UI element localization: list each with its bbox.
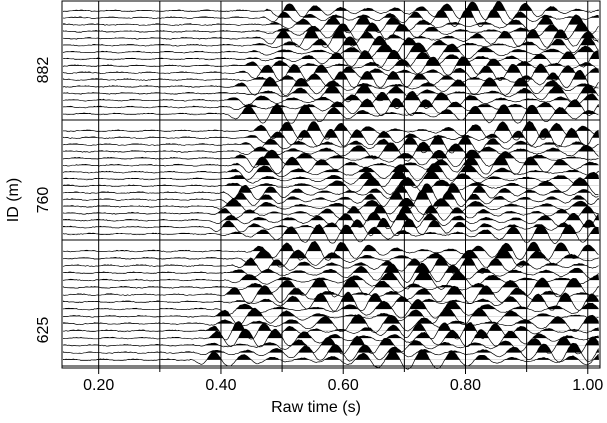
wiggle <box>62 49 599 69</box>
wiggle-fill <box>63 211 599 221</box>
wiggle <box>62 342 599 363</box>
wiggle <box>62 28 599 48</box>
wiggle <box>62 169 599 189</box>
wiggle-fill <box>63 299 599 310</box>
plot-frame <box>61 0 601 369</box>
wiggle <box>62 103 599 124</box>
wiggle <box>62 240 599 261</box>
wiggle <box>62 189 599 210</box>
wiggle <box>62 98 599 117</box>
x-tick-label: 0.40 <box>205 377 236 394</box>
wiggle <box>62 162 599 182</box>
x-axis-label: Raw time (s) <box>271 399 361 416</box>
wiggle <box>62 84 599 103</box>
wiggle-fill <box>63 263 599 273</box>
x-tick-label: 0.80 <box>450 377 481 394</box>
wiggle <box>62 285 599 305</box>
wiggle <box>62 135 599 154</box>
wiggle <box>62 197 599 215</box>
wiggle-fill <box>63 84 599 94</box>
wiggle-fill <box>63 307 599 317</box>
y-category-label: 882 <box>35 57 52 84</box>
wiggle <box>62 335 599 355</box>
wiggle-fill <box>63 204 599 214</box>
wiggle <box>62 299 599 319</box>
y-axis-label: ID (m) <box>5 178 22 222</box>
wiggle <box>62 183 599 203</box>
wiggle <box>62 22 599 42</box>
wiggle-fill <box>63 128 599 138</box>
wiggle <box>62 350 599 370</box>
x-tick-label: 0.20 <box>83 377 114 394</box>
wiggle <box>62 328 599 348</box>
y-category-label: 625 <box>35 317 52 344</box>
wiggle <box>63 14 599 35</box>
wiggle-fill <box>63 98 599 108</box>
wiggle-fill <box>63 336 599 346</box>
wiggle <box>62 42 599 62</box>
wiggle-fill <box>63 218 599 228</box>
y-category-label: 760 <box>35 187 52 214</box>
wiggle <box>62 291 599 312</box>
wiggle <box>62 76 599 97</box>
wiggle-fill <box>63 350 599 360</box>
wiggle-fill <box>63 64 599 73</box>
wiggle-fill <box>63 224 599 234</box>
x-tick-label: 1.00 <box>572 377 603 394</box>
wiggle <box>62 307 599 326</box>
wiggle-fill <box>63 1 599 11</box>
wiggle-fill <box>63 190 599 200</box>
wiggle-fill <box>63 249 599 259</box>
wiggle <box>62 223 599 245</box>
wiggle <box>62 127 599 148</box>
wiggle <box>62 141 599 162</box>
wiggle <box>62 262 599 283</box>
wiggle <box>62 248 599 268</box>
wiggle-fill <box>63 22 599 32</box>
wiggle-fill <box>63 285 599 295</box>
wiggle-fill <box>63 277 599 288</box>
wiggle <box>62 177 599 196</box>
wiggle <box>62 204 599 223</box>
wiggle <box>62 149 599 168</box>
wiggle-fill <box>63 14 599 25</box>
wiggle <box>62 1 599 21</box>
wiggle-traces <box>62 1 600 370</box>
wiggle <box>62 155 599 175</box>
wiggle-fill <box>63 43 599 53</box>
wiggle-fill <box>63 104 599 114</box>
wiggle <box>62 90 599 110</box>
wiggle <box>63 217 599 237</box>
x-tick-label: 0.60 <box>328 377 359 394</box>
wiggle-fill <box>63 314 599 324</box>
wiggle <box>63 314 599 333</box>
wiggle <box>62 35 599 55</box>
wiggle <box>62 63 599 83</box>
